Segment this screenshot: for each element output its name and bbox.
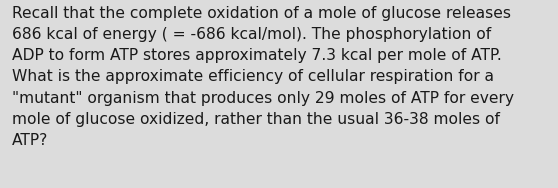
Text: Recall that the complete oxidation of a mole of glucose releases
686 kcal of ene: Recall that the complete oxidation of a … [12,6,514,148]
